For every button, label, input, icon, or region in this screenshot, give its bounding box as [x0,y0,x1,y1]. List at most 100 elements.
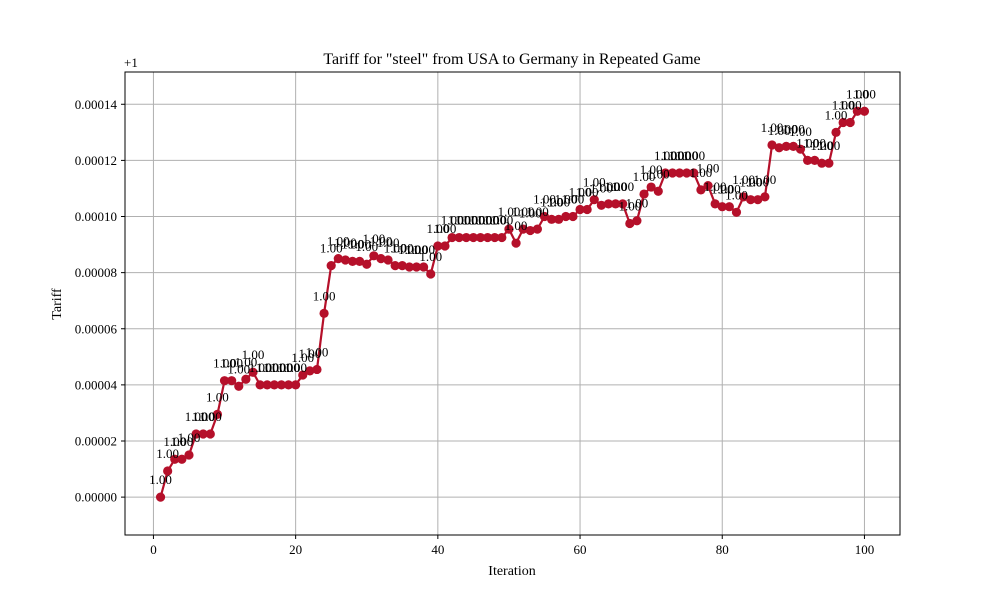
data-label: 1.00 [647,166,670,181]
data-point [291,380,301,390]
data-label: 1.00 [590,180,613,195]
data-label: 1.00 [434,221,457,236]
data-point [475,232,486,243]
data-label: 1.00 [227,361,250,376]
data-point [269,380,279,390]
data-point [781,141,791,151]
data-point [212,409,223,419]
data-label: 1.00 [718,182,741,197]
data-label: 1.00 [754,172,777,187]
data-label: 1.00 [234,354,257,369]
data-label: 1.00 [640,162,663,177]
data-point [518,224,528,234]
data-point [312,364,322,375]
data-point [618,199,628,209]
data-point [404,262,415,272]
data-label: 1.00 [171,434,194,449]
data-label: 1.00 [327,234,350,249]
data-label: 1.00 [597,179,620,194]
data-point [554,214,564,224]
data-point [767,140,777,150]
data-label: 1.00 [249,360,272,375]
data-label: 1.00 [334,235,357,250]
data-point [852,106,862,116]
data-label: 1.00 [583,175,606,190]
data-point [632,216,642,226]
data-point [603,199,614,209]
data-point [511,238,521,248]
data-label: 1.00 [569,184,592,199]
data-point [810,155,820,165]
data-label: 1.00 [690,165,713,180]
data-label: 1.00 [746,175,769,190]
data-point [191,429,201,439]
series-line [159,110,865,498]
data-point [639,189,649,199]
data-point [355,256,365,267]
data-label: 1.00 [362,231,385,246]
data-label: 1.00 [149,472,172,487]
data-label: 1.00 [405,242,428,257]
data-point [682,168,692,178]
data-point [696,185,706,195]
data-label: 1.00 [668,148,691,163]
data-label: 1.00 [768,123,791,138]
data-point [859,106,870,116]
series-layer [155,106,870,502]
data-label: 1.00 [554,192,577,207]
data-label: 1.00 [626,196,649,211]
chart-title: Tariff for "steel" from USA to Germany i… [323,51,700,68]
data-point [362,259,372,269]
x-tick-label: 80 [716,542,729,557]
data-label: 1.00 [355,239,378,254]
data-point [454,232,464,243]
data-point [319,308,329,318]
data-point [532,224,542,234]
data-label: 1.00 [654,148,677,163]
data-label: 1.00 [320,241,343,256]
data-label: 1.00 [341,236,364,251]
y-tick-label: 0.00014 [75,97,118,112]
y-tick-label: 0.00000 [75,490,117,505]
data-point [390,261,400,271]
data-label: 1.00 [604,179,627,194]
data-label: 1.00 [832,98,855,113]
data-point [219,376,230,386]
data-point [447,232,457,243]
data-label: 1.00 [441,213,464,228]
data-label: 1.00 [704,179,727,194]
x-tick-label: 60 [574,542,587,557]
data-label: 1.00 [156,446,179,461]
data-label: 1.00 [199,409,222,424]
data-label: 1.00 [775,121,798,136]
data-point [753,195,763,205]
data-label: 1.00 [540,194,563,209]
data-label: 1.00 [469,213,492,228]
data-label: 1.00 [761,120,784,135]
data-point [241,374,251,384]
data-label: 1.00 [818,138,841,153]
data-label: 1.00 [448,213,471,228]
data-point [547,214,557,224]
data-point [724,202,734,212]
x-tick-label: 20 [289,542,302,557]
data-point [276,380,287,390]
data-label: 1.00 [796,135,819,150]
data-point [845,117,855,128]
data-label: 1.00 [732,172,755,187]
data-point [667,168,678,178]
data-label: 1.00 [263,360,286,375]
data-label: 1.00 [419,249,442,264]
data-point [433,241,443,251]
y-tick-label: 0.00008 [75,265,117,280]
data-point [838,117,848,128]
data-point [468,232,478,243]
data-point [539,211,550,222]
data-label: 1.00 [206,389,229,404]
data-point [710,199,720,209]
y-offset-label: +1 [124,55,138,70]
data-point [596,200,606,210]
data-label: 1.00 [711,182,734,197]
x-tick-label: 100 [855,542,875,557]
